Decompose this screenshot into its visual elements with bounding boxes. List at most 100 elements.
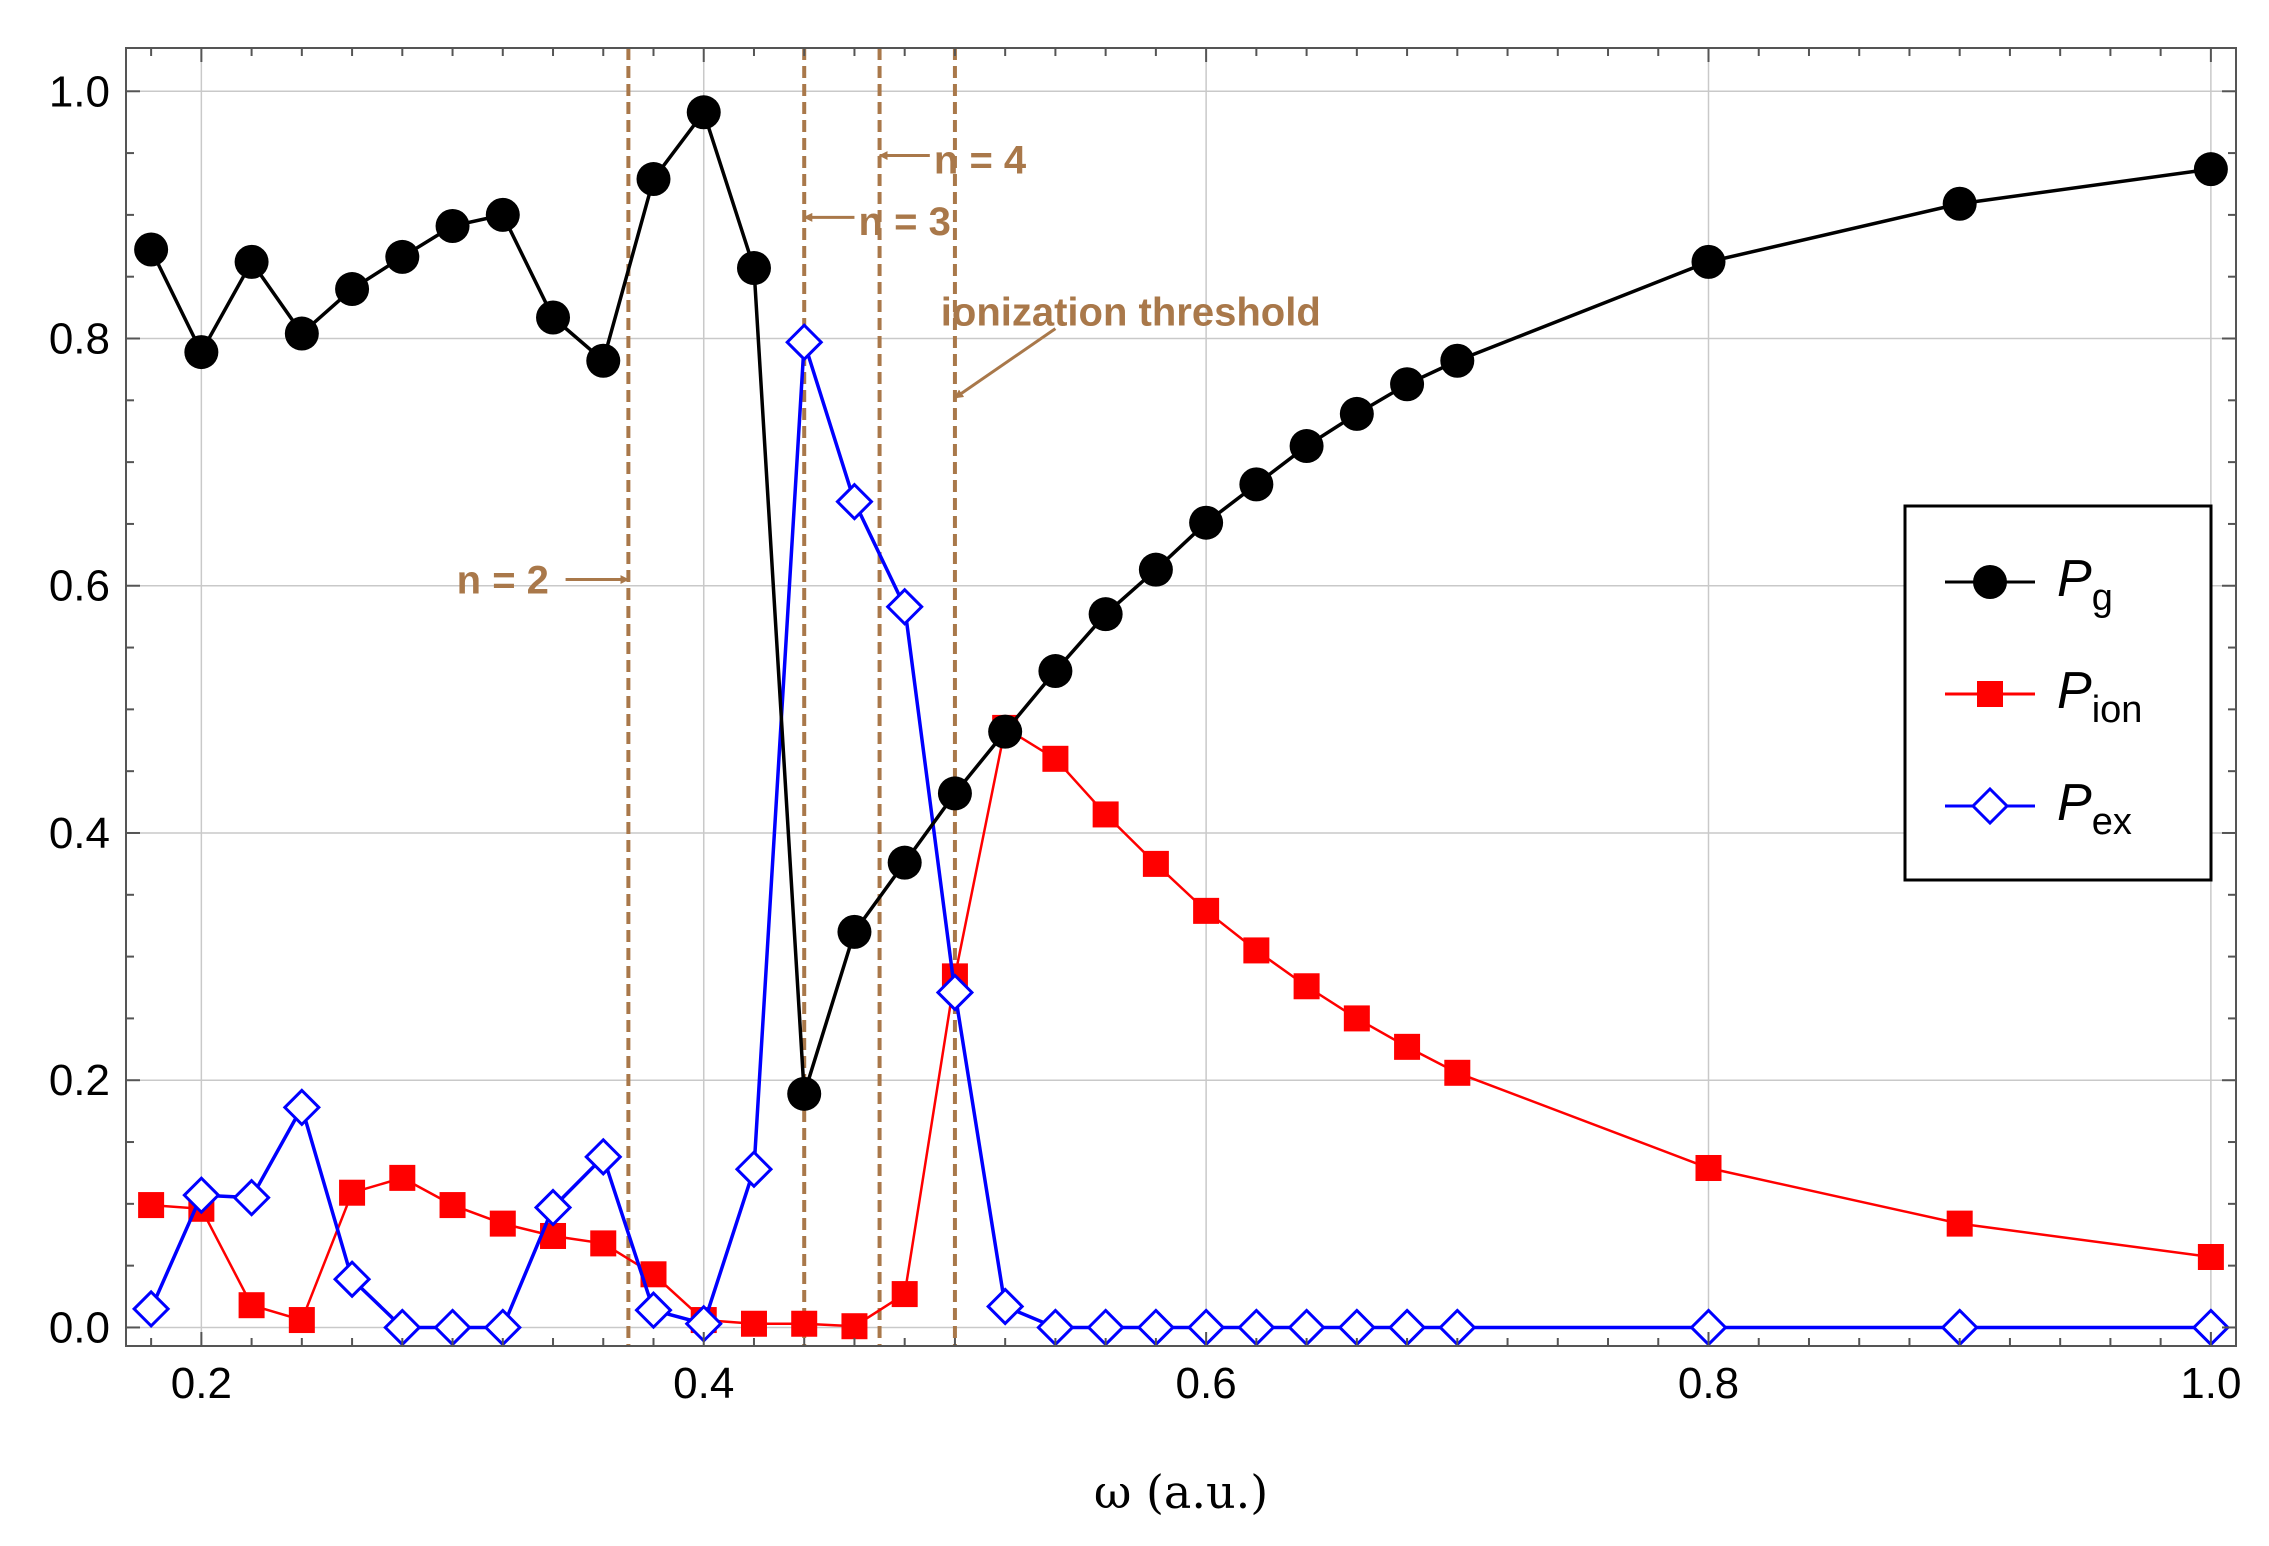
point-ion-25 — [1394, 1033, 1421, 1060]
point-g-6 — [435, 209, 470, 244]
point-g-7 — [485, 197, 520, 232]
annotations: n = 2 n = 3 n = 4 ionization threshold — [457, 138, 1321, 602]
point-ion-28 — [1946, 1210, 1973, 1237]
point-ion-29 — [2197, 1243, 2224, 1270]
point-g-27 — [1691, 244, 1726, 279]
plot-frame — [125, 47, 2237, 1347]
annotation-label-1: n = 3 — [859, 200, 951, 244]
point-ex-16 — [935, 973, 975, 1012]
point-ex-14 — [835, 482, 874, 521]
x-tick-label: 0.6 — [1176, 1359, 1237, 1408]
point-g-1 — [184, 335, 219, 370]
series-line-ex — [149, 341, 2211, 1330]
y-tick-label: 0.6 — [49, 562, 110, 611]
point-ex-8 — [533, 1188, 573, 1227]
point-ex-9 — [584, 1137, 623, 1176]
point-g-21 — [1189, 505, 1224, 540]
point-ion-13 — [791, 1310, 818, 1337]
point-g-22 — [1239, 467, 1274, 502]
point-g-24 — [1339, 396, 1374, 431]
annotation-label-2: n = 4 — [934, 138, 1027, 182]
point-ion-6 — [439, 1192, 466, 1219]
point-ion-9 — [590, 1230, 617, 1257]
x-axis-title: ω (a.u.) — [1094, 1465, 1268, 1519]
point-ion-5 — [389, 1164, 416, 1191]
point-ex-2 — [232, 1178, 271, 1217]
point-ion-23 — [1293, 973, 1320, 1000]
point-g-11 — [686, 95, 721, 130]
point-g-14 — [837, 914, 872, 949]
point-g-8 — [536, 300, 571, 335]
point-ion-15 — [891, 1281, 918, 1308]
x-tick-label: 1.0 — [2180, 1359, 2241, 1408]
x-tick-label: 0.2 — [171, 1359, 232, 1408]
point-ion-26 — [1444, 1059, 1471, 1086]
x-tick-label: 0.8 — [1678, 1359, 1739, 1408]
point-ex-4 — [332, 1260, 372, 1299]
point-ion-20 — [1142, 850, 1169, 877]
point-ion-0 — [138, 1192, 165, 1219]
point-ion-14 — [841, 1313, 868, 1340]
point-g-4 — [335, 272, 370, 307]
point-g-29 — [2193, 152, 2228, 187]
y-tick-label: 0.8 — [49, 315, 110, 364]
point-ion-19 — [1092, 801, 1119, 828]
point-g-15 — [887, 845, 922, 880]
legend: Pg Pion Pex — [1903, 504, 2213, 882]
y-tick-label: 1.0 — [49, 67, 110, 116]
point-ion-12 — [740, 1310, 767, 1337]
point-g-28 — [1942, 186, 1977, 221]
point-g-12 — [736, 251, 771, 286]
x-tick-label: 0.4 — [673, 1359, 734, 1408]
annotation-arrow-3 — [954, 327, 1057, 400]
point-g-3 — [284, 316, 319, 351]
point-ion-3 — [288, 1307, 315, 1334]
legend-label-g: Pg — [2057, 550, 2113, 619]
point-ion-22 — [1243, 937, 1270, 964]
point-g-13 — [787, 1076, 822, 1111]
point-ex-13 — [785, 323, 824, 362]
point-g-9 — [586, 343, 621, 378]
point-g-5 — [385, 239, 420, 274]
point-g-2 — [234, 244, 269, 279]
series-ex — [131, 323, 2231, 1346]
point-g-16 — [937, 776, 972, 811]
legend-label-ion: Pion — [2057, 662, 2142, 731]
point-g-23 — [1289, 429, 1324, 464]
point-ex-3 — [282, 1088, 321, 1127]
y-tick-label: 0.0 — [49, 1303, 110, 1352]
annotation-label-3: ionization threshold — [941, 290, 1321, 334]
point-g-0 — [134, 232, 169, 267]
point-ex-15 — [885, 587, 924, 626]
point-g-25 — [1390, 367, 1425, 402]
point-ion-18 — [1042, 745, 1069, 772]
point-g-26 — [1440, 343, 1475, 378]
legend-marker-ex — [1970, 786, 2010, 826]
legend-marker-g — [1973, 565, 2007, 599]
point-ion-27 — [1695, 1154, 1722, 1181]
y-tick-label: 0.4 — [49, 809, 110, 858]
series-g — [134, 95, 2228, 1111]
point-ex-1 — [182, 1176, 221, 1215]
point-ion-7 — [489, 1210, 516, 1237]
series-line-ion — [151, 725, 2212, 1328]
point-ion-21 — [1193, 897, 1220, 924]
y-tick-label: 0.2 — [49, 1056, 110, 1105]
series-line-g — [149, 108, 2212, 1095]
point-g-10 — [636, 162, 671, 197]
series-group — [131, 95, 2231, 1346]
point-ion-4 — [339, 1179, 366, 1206]
point-ion-2 — [238, 1292, 265, 1319]
legend-label-ex: Pex — [2057, 774, 2132, 843]
series-ion — [138, 714, 2224, 1340]
annotation-label-0: n = 2 — [457, 559, 549, 603]
axis-ticks: 0.2 0.4 0.6 0.8 1.0 0.0 0.2 0.4 0.6 0.8 1.0 — [49, 48, 2241, 1408]
point-ion-24 — [1343, 1005, 1370, 1032]
point-ex-10 — [634, 1291, 673, 1330]
point-ex-17 — [986, 1287, 1025, 1326]
point-g-17 — [988, 714, 1023, 749]
point-g-20 — [1138, 552, 1173, 587]
point-g-19 — [1088, 597, 1123, 632]
legend-marker-ion — [1977, 681, 2003, 707]
